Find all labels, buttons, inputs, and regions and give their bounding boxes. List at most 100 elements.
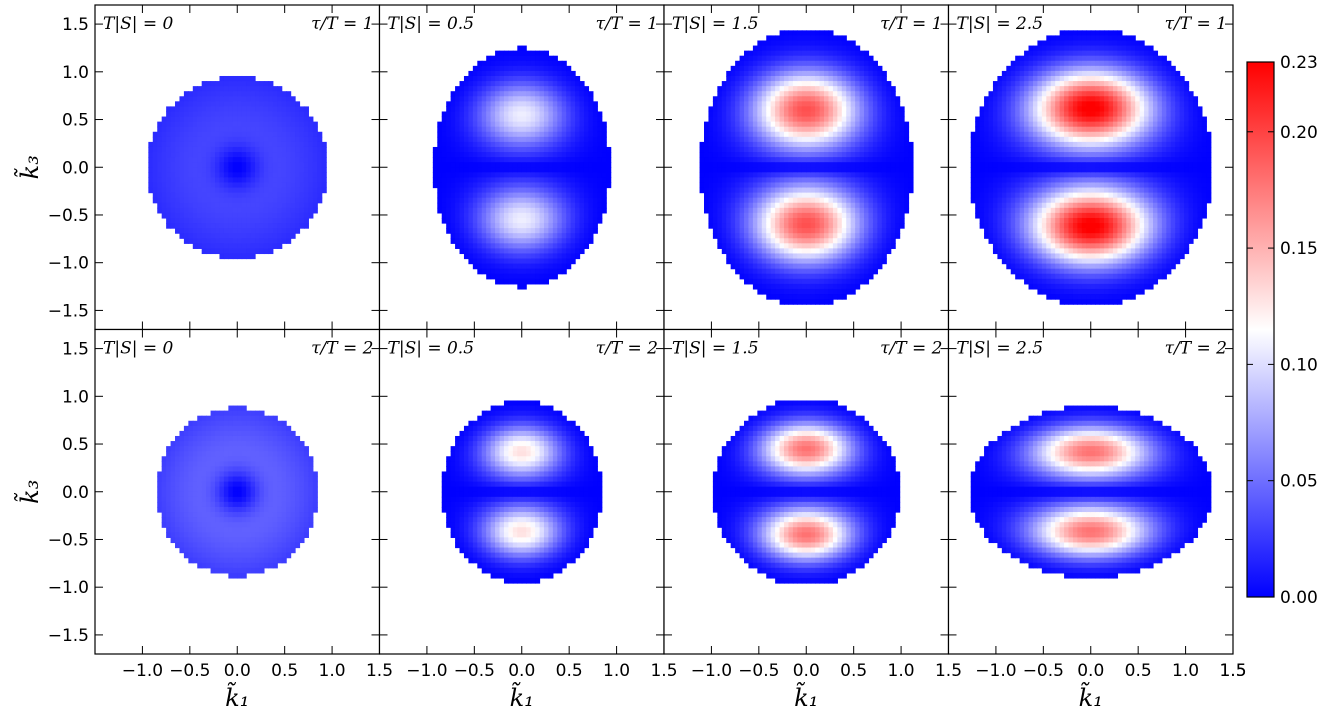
heatmap-cell (1015, 75, 1021, 82)
heatmap-cell (837, 278, 843, 285)
heatmap-cell (548, 70, 554, 77)
heatmap-cell (828, 278, 834, 285)
heatmap-cell (481, 187, 487, 194)
heatmap-cell (548, 146, 554, 153)
heatmap-cell (797, 55, 803, 62)
heatmap-cell (463, 172, 470, 178)
heatmap-cell (868, 157, 874, 163)
heatmap-cell (819, 192, 825, 199)
heatmap-cell (828, 91, 834, 97)
heatmap-cell (997, 243, 1003, 249)
heatmap-cell (450, 177, 456, 184)
heatmap-cell (459, 106, 465, 113)
heatmap-cell (770, 126, 776, 133)
heatmap-cell (526, 75, 532, 82)
heatmap-cell (850, 131, 856, 138)
heatmap-cell (872, 223, 878, 229)
heatmap-cell (748, 253, 754, 260)
heatmap-cell (841, 152, 847, 158)
heatmap-cell (877, 182, 883, 189)
heatmap-cell (881, 207, 887, 214)
heatmap-cell (855, 50, 861, 57)
heatmap-cell (219, 217, 225, 224)
heatmap-cell (788, 207, 794, 214)
heatmap-cell (1006, 192, 1012, 199)
heatmap-cell (566, 228, 572, 234)
heatmap-cell (210, 157, 216, 163)
heatmap-cell (303, 126, 309, 133)
heatmap-cell (1001, 146, 1007, 153)
heatmap-cell (770, 192, 776, 199)
heatmap-cell (490, 167, 496, 173)
heatmap-cell (864, 258, 870, 265)
heatmap-cell (539, 223, 545, 229)
heatmap-cell (735, 253, 741, 260)
heatmap-cell (450, 141, 456, 148)
heatmap-cell (855, 111, 861, 118)
heatmap-cell (810, 60, 816, 67)
heatmap-cell (1010, 167, 1016, 173)
heatmap-cell (566, 238, 572, 244)
heatmap-cell (766, 294, 772, 300)
heatmap-cell (850, 70, 856, 77)
heatmap-cell (295, 182, 301, 189)
heatmap-cell (517, 96, 523, 102)
heatmap-cell (472, 228, 478, 234)
heatmap-cell (855, 207, 861, 214)
heatmap-cell (246, 162, 252, 168)
heatmap-cell (988, 121, 994, 128)
heatmap-cell (797, 187, 803, 194)
heatmap-cell (828, 111, 834, 118)
heatmap-cell (881, 101, 887, 108)
heatmap-cell (721, 152, 727, 158)
heatmap-cell (801, 294, 807, 300)
heatmap-cell (775, 273, 781, 280)
heatmap-cell (223, 238, 229, 244)
heatmap-cell (730, 146, 736, 153)
heatmap-cell (503, 81, 510, 87)
heatmap-cell (437, 177, 443, 184)
heatmap-cell (841, 86, 847, 92)
heatmap-cell (490, 65, 496, 72)
heatmap-cell (441, 116, 447, 123)
heatmap-cell (992, 146, 998, 153)
heatmap-cell (268, 202, 274, 209)
heatmap-cell (988, 136, 994, 143)
heatmap-cell (206, 238, 212, 244)
heatmap-cell (508, 136, 514, 143)
heatmap-cell (463, 197, 470, 204)
heatmap-cell (530, 121, 536, 128)
heatmap-cell (508, 81, 514, 87)
heatmap-cell (770, 228, 776, 234)
heatmap-cell (766, 81, 772, 87)
heatmap-cell (775, 65, 781, 72)
heatmap-cell (232, 233, 238, 239)
heatmap-cell (503, 268, 510, 275)
heatmap-cell (490, 81, 496, 87)
heatmap-cell (588, 172, 594, 178)
heatmap-cell (819, 162, 825, 168)
heatmap-cell (828, 294, 834, 300)
heatmap-cell (543, 207, 550, 214)
heatmap-cell (801, 278, 807, 285)
heatmap-cell (517, 136, 523, 143)
heatmap-cell (784, 86, 790, 92)
heatmap-cell (263, 223, 269, 229)
heatmap-cell (250, 81, 256, 87)
heatmap-cell (477, 223, 483, 229)
heatmap-cell (468, 126, 474, 133)
heatmap-cell (708, 131, 714, 138)
heatmap-cell (984, 136, 990, 143)
heatmap-cell (801, 60, 807, 67)
heatmap-cell (246, 212, 252, 219)
heatmap-panel-1 (95, 5, 380, 330)
heatmap-cell (992, 101, 998, 108)
heatmap-cell (997, 202, 1003, 209)
heatmap-cell (828, 50, 834, 57)
heatmap-cell (552, 273, 558, 280)
heatmap-cell (597, 131, 603, 138)
heatmap-cell (721, 228, 727, 234)
heatmap-cell (872, 116, 878, 123)
heatmap-cell (530, 131, 536, 138)
heatmap-cell (819, 258, 825, 265)
